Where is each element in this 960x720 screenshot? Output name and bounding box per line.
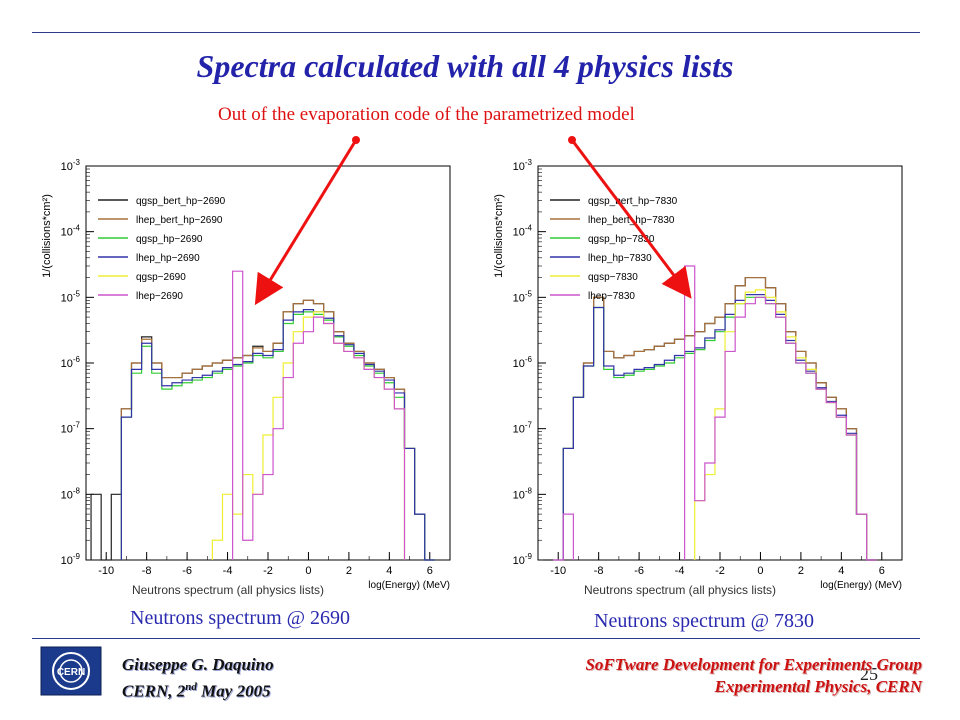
x-tick-label: -6: [182, 565, 192, 577]
arrow-origin-left: [352, 136, 360, 144]
y-tick-label: 10-4: [61, 224, 81, 239]
x-tick-label: -8: [142, 565, 152, 577]
x-tick-label: -6: [634, 565, 644, 577]
footer-author-block: Giuseppe G. Daquino CERN, 2nd May 2005: [122, 654, 274, 703]
y-tick-label: 10-8: [61, 486, 81, 501]
x-tick-label: 0: [305, 565, 311, 577]
slide-title: Spectra calculated with all 4 physics li…: [196, 48, 734, 84]
y-tick-label: 10-5: [61, 289, 81, 304]
y-axis-label: 1/(collisions*cm²): [41, 194, 53, 278]
legend-label: qgsp−7830: [588, 272, 638, 283]
series-line-3: [562, 294, 877, 561]
x-tick-label: -4: [675, 565, 685, 577]
y-tick-label: 10-8: [513, 486, 533, 501]
chart-panel-2690: 10-9 10-8 10-7 10-6 10-5 10-4 10-3 -10 -8 -6 -4 -2 0…: [38, 152, 468, 600]
chart-panel-7830: 10-9 10-8 10-7 10-6 10-5 10-4 10-3 -10 -8 -6 -4 -2 0…: [490, 152, 920, 600]
legend-label: qgsp−2690: [136, 272, 186, 283]
legend-label: lhep−2690: [136, 291, 183, 302]
x-tick-label: 4: [386, 565, 392, 577]
series-line-3: [120, 309, 435, 561]
footer-group: SoFTware Development for Experiments Gro…: [585, 655, 922, 674]
y-tick-label: 10-6: [61, 355, 81, 370]
footer-group-block: SoFTware Development for Experiments Gro…: [585, 654, 922, 698]
y-axis-label: 1/(collisions*cm²): [493, 194, 505, 278]
y-tick-label: 10-9: [513, 552, 533, 567]
footer-date: CERN, 2nd May 2005: [122, 681, 271, 701]
legend-label: lhep_hp−2690: [136, 253, 200, 264]
legend-label: qgsp_hp−7830: [588, 234, 655, 245]
x-tick-label: 4: [838, 565, 844, 577]
y-tick-label: 10-4: [513, 224, 533, 239]
series-line-1: [120, 299, 435, 561]
series-line-2: [562, 296, 877, 561]
chart-title: Neutrons spectrum (all physics lists): [132, 583, 324, 597]
x-tick-label: 2: [346, 565, 352, 577]
page-number: 25: [860, 664, 878, 684]
caption-2690: Neutrons spectrum @ 2690: [130, 607, 351, 629]
legend-label: qgsp_bert_hp−7830: [588, 196, 678, 207]
x-tick-label: -10: [98, 565, 114, 577]
x-tick-label: -2: [715, 565, 725, 577]
series-line-1: [562, 276, 877, 561]
legend-label: qgsp_bert_hp−2690: [136, 196, 226, 207]
top-rule: [32, 32, 920, 33]
chart-2690: 10-9 10-8 10-7 10-6 10-5 10-4 10-3 -10 -8 -6 -4 -2 0…: [41, 158, 451, 597]
cern-logo: CERN: [40, 646, 102, 696]
caption-7830: Neutrons spectrum @ 7830: [594, 610, 815, 632]
x-tick-label: 6: [879, 565, 885, 577]
legend-label: qgsp_hp−2690: [136, 234, 203, 245]
footer-department: Experimental Physics, CERN: [714, 677, 922, 696]
bottom-rule: [32, 638, 920, 639]
y-tick-label: 10-6: [513, 355, 533, 370]
x-tick-label: -4: [223, 565, 233, 577]
chart-7830: 10-9 10-8 10-7 10-6 10-5 10-4 10-3 -10 -8 -6 -4 -2 0…: [493, 158, 903, 597]
legend-label: lhep_hp−7830: [588, 253, 652, 264]
y-tick-label: 10-3: [61, 158, 81, 173]
arrow-origin-right: [568, 136, 576, 144]
y-tick-label: 10-3: [513, 158, 533, 173]
x-tick-label: 6: [427, 565, 433, 577]
x-tick-label: 0: [757, 565, 763, 577]
annotation-text: Out of the evaporation code of the param…: [218, 104, 635, 125]
logo-text: CERN: [57, 667, 85, 678]
x-tick-label: 2: [798, 565, 804, 577]
y-tick-label: 10-7: [61, 421, 81, 436]
x-tick-label: -8: [594, 565, 604, 577]
footer-author: Giuseppe G. Daquino: [122, 655, 274, 674]
legend-label: lhep−7830: [588, 291, 635, 302]
y-tick-label: 10-5: [513, 289, 533, 304]
x-tick-label: -10: [550, 565, 566, 577]
chart-title: Neutrons spectrum (all physics lists): [584, 583, 776, 597]
y-tick-label: 10-9: [61, 552, 81, 567]
x-axis-label: log(Energy) (MeV): [820, 580, 902, 591]
series-line-4: [211, 311, 406, 560]
series-line-5: [232, 270, 406, 560]
y-tick-label: 10-7: [513, 421, 533, 436]
series-line-5: [553, 265, 877, 561]
legend-label: lhep_bert_hp−7830: [588, 215, 675, 226]
legend-label: lhep_bert_hp−2690: [136, 215, 223, 226]
x-axis-label: log(Energy) (MeV): [368, 580, 450, 591]
x-tick-label: -2: [263, 565, 273, 577]
